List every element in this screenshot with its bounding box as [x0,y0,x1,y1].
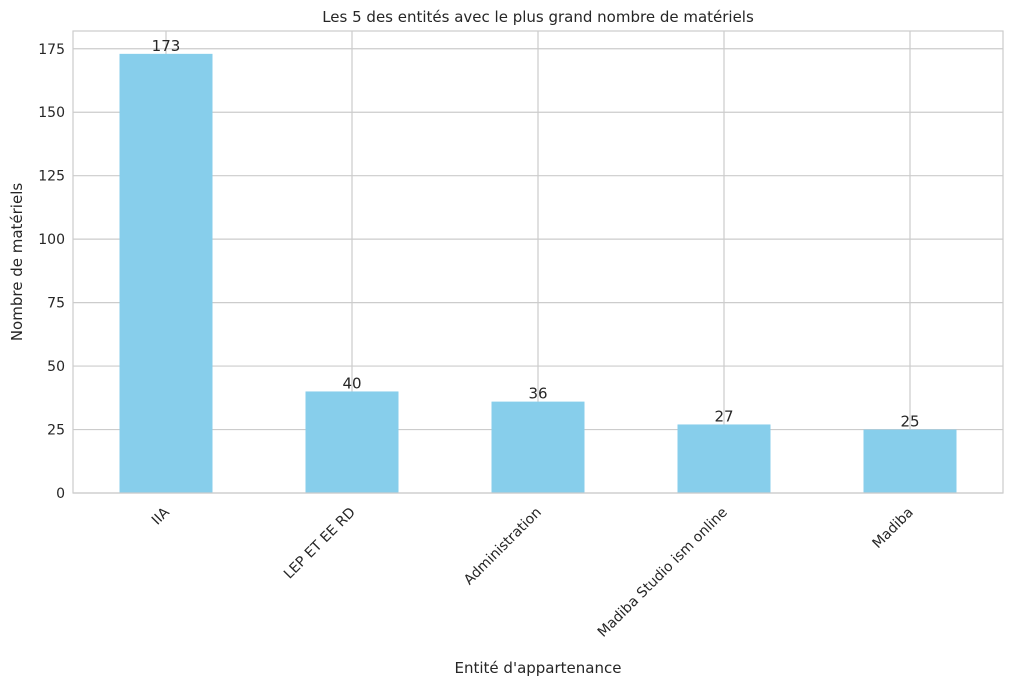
chart-title: Les 5 des entités avec le plus grand nom… [322,8,754,26]
grid-layer [73,31,1003,494]
y-tick-label: 125 [38,169,65,185]
x-tick-labels: IIA LEP ET EE RD Administration Madiba Stud… [149,504,917,640]
bar [491,401,585,493]
bar-value-label: 27 [714,407,733,425]
bar [119,53,213,493]
y-tick-label: 50 [47,359,65,375]
y-tick-label: 100 [38,232,65,248]
y-tick-label: 175 [38,42,65,58]
x-tick-label: IIA [149,504,173,528]
x-tick-label: LEP ET EE RD [281,505,359,583]
bar-value-label: 173 [152,37,181,55]
bar-value-label: 36 [528,385,547,403]
bar-layer [119,53,957,493]
y-tick-label: 150 [38,105,65,121]
y-tick-label: 25 [47,423,65,439]
y-tick-label: 0 [56,486,65,502]
value-labels: 173 40 36 27 25 [152,37,920,431]
plot-frame [72,30,1004,494]
x-tick-label: Madiba [870,505,917,552]
y-tick-labels: 0 25 50 75 100 125 150 175 [38,42,65,502]
bar [677,424,771,493]
x-tick-label: Administration [461,505,545,589]
bar [863,429,957,493]
x-tick-label: Madiba Studio ism online [595,505,731,641]
bar [305,391,399,493]
bar-value-label: 40 [342,374,361,392]
y-axis-label: Nombre de matériels [8,183,26,342]
x-axis-label: Entité d'appartenance [455,659,622,677]
bar-value-label: 25 [900,413,919,431]
y-tick-label: 75 [47,296,65,312]
